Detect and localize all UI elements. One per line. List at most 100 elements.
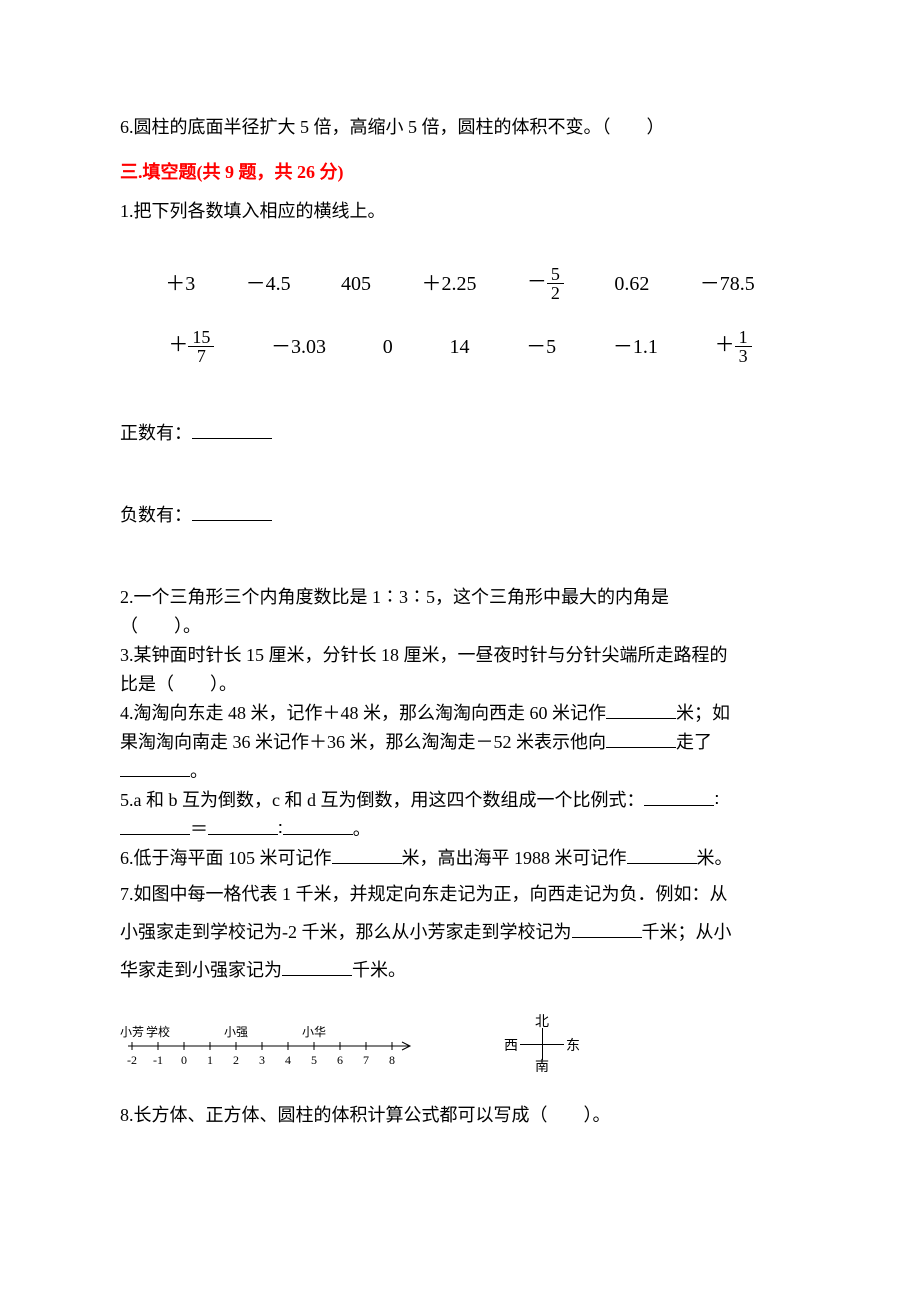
svg-text:0: 0 xyxy=(181,1053,187,1067)
blank-positive[interactable] xyxy=(192,420,272,439)
blank-q4-3[interactable] xyxy=(120,758,190,777)
svg-text:8: 8 xyxy=(389,1053,395,1067)
q6-text-b: 米，高出海平 1988 米可记作 xyxy=(402,848,627,868)
svg-text:4: 4 xyxy=(285,1053,291,1067)
svg-text:小强: 小强 xyxy=(224,1025,248,1039)
negative-numbers-line: 负数有： xyxy=(120,502,800,529)
num-r1-c2: －4.5 xyxy=(246,269,291,299)
num-r1-c5: －52 xyxy=(527,265,564,302)
compass-icon: 北 南 西 东 xyxy=(510,1016,574,1076)
num-r2-c6: －1.1 xyxy=(613,332,658,362)
svg-text:7: 7 xyxy=(363,1053,369,1067)
q5-text-b: ∶ xyxy=(714,790,719,810)
fill-q5-line2: ＝∶。 xyxy=(120,816,800,843)
compass-east: 东 xyxy=(566,1036,580,1057)
num-r1-c3: 405 xyxy=(341,269,371,299)
svg-text:小华: 小华 xyxy=(302,1025,326,1039)
question-ii-6: 6.圆柱的底面半径扩大 5 倍，高缩小 5 倍，圆柱的体积不变。（ ） xyxy=(120,114,800,141)
q5-text-e: 。 xyxy=(353,819,371,839)
fraction-15-7: 157 xyxy=(188,328,214,365)
compass-north: 北 xyxy=(535,1012,549,1033)
num-r2-c1-prefix: ＋ xyxy=(168,334,188,356)
blank-q5-4[interactable] xyxy=(283,816,353,835)
svg-text:-2: -2 xyxy=(127,1053,137,1067)
num-r2-c7-prefix: ＋ xyxy=(715,334,735,356)
q5-text-c: ＝ xyxy=(190,819,208,839)
negative-label: 负数有： xyxy=(120,505,192,525)
positive-numbers-line: 正数有： xyxy=(120,420,800,447)
fill-q2-q7-block: 2.一个三角形三个内角度数比是 1∶3∶5，这个三角形中最大的内角是 （ ）。 … xyxy=(120,584,800,988)
fill-q2-line1: 2.一个三角形三个内角度数比是 1∶3∶5，这个三角形中最大的内角是 xyxy=(120,584,800,611)
q6-text-c: 米。 xyxy=(697,848,733,868)
q6-text-a: 6.低于海平面 105 米可记作 xyxy=(120,848,332,868)
q7-text-c: 千米；从小 xyxy=(642,922,732,942)
q7-text-d: 华家走到小强家记为 xyxy=(120,960,282,980)
section-3-title-prefix: 三.填空题 xyxy=(120,162,197,182)
fill-q3-line2: 比是（ ）。 xyxy=(120,671,800,698)
num-r2-c3: 0 xyxy=(383,332,393,362)
positive-label: 正数有： xyxy=(120,423,192,443)
fill-q6-line: 6.低于海平面 105 米可记作 米，高出海平 1988 米可记作 米。 xyxy=(120,845,800,872)
svg-text:学校: 学校 xyxy=(146,1024,170,1039)
q7-text-b: 小强家走到学校记为-2 千米，那么从小芳家走到学校记为 xyxy=(120,922,572,942)
numbers-row-1: ＋3 －4.5 405 ＋2.25 －52 0.62 －78.5 xyxy=(120,265,800,302)
svg-text:2: 2 xyxy=(233,1053,239,1067)
blank-q4-2[interactable] xyxy=(606,729,676,748)
svg-text:小芳: 小芳 xyxy=(120,1025,144,1039)
num-r2-c2: －3.03 xyxy=(271,332,326,362)
q4-text-b: 米；如 xyxy=(676,703,730,723)
blank-q5-3[interactable] xyxy=(208,816,278,835)
q4-text-d: 走了 xyxy=(676,732,712,752)
svg-text:5: 5 xyxy=(311,1053,317,1067)
compass-south: 南 xyxy=(535,1057,549,1078)
num-r1-c1: ＋3 xyxy=(165,269,195,299)
fill-q1: 1.把下列各数填入相应的横线上。 xyxy=(120,198,800,225)
blank-q5-1[interactable] xyxy=(644,787,714,806)
num-r2-c4: 14 xyxy=(449,332,469,362)
frac-den: 2 xyxy=(547,284,564,302)
num-r2-c1: ＋157 xyxy=(168,328,214,365)
number-line-figure: -2 -1 0 1 2 3 4 5 6 7 8 小芳学校 小强 小华 北 南 西 东 xyxy=(120,1016,800,1076)
fill-q2-line2: （ ）。 xyxy=(120,613,800,640)
num-r1-c4: ＋2.25 xyxy=(421,269,476,299)
blank-q5-2[interactable] xyxy=(120,816,190,835)
q4-text-c: 果淘淘向南走 36 米记作＋36 米，那么淘淘走－52 米表示他向 xyxy=(120,732,606,752)
frac-num: 1 xyxy=(735,328,752,347)
q4-text-e: 。 xyxy=(190,761,208,781)
fill-q5-line1: 5.a 和 b 互为倒数，c 和 d 互为倒数，用这四个数组成一个比例式： ∶ xyxy=(120,787,800,814)
blank-q7-1[interactable] xyxy=(572,919,642,938)
q5-text-a: 5.a 和 b 互为倒数，c 和 d 互为倒数，用这四个数组成一个比例式： xyxy=(120,790,644,810)
blank-q6-2[interactable] xyxy=(627,845,697,864)
blank-q6-1[interactable] xyxy=(332,845,402,864)
num-r2-c5: －5 xyxy=(526,332,556,362)
frac-den: 7 xyxy=(188,347,214,365)
number-line-svg: -2 -1 0 1 2 3 4 5 6 7 8 小芳学校 小强 小华 xyxy=(120,1018,440,1074)
fill-q7-line1: 7.如图中每一格代表 1 千米，并规定向东走记为正，向西走记为负．例如：从 xyxy=(120,876,800,912)
fraction-5-2: 52 xyxy=(547,265,564,302)
blank-q4-1[interactable] xyxy=(606,700,676,719)
compass-west: 西 xyxy=(504,1036,518,1057)
fraction-1-3: 13 xyxy=(735,328,752,365)
numbers-row-2: ＋157 －3.03 0 14 －5 －1.1 ＋13 xyxy=(120,328,800,365)
num-r1-c6: 0.62 xyxy=(614,269,649,299)
fill-q4-line1: 4.淘淘向东走 48 米，记作＋48 米，那么淘淘向西走 60 米记作 米；如 xyxy=(120,700,800,727)
section-3-title-suffix: (共 9 题，共 26 分) xyxy=(197,162,344,182)
fill-q3-line1: 3.某钟面时针长 15 厘米，分针长 18 厘米，一昼夜时针与分针尖端所走路程的 xyxy=(120,642,800,669)
blank-q7-2[interactable] xyxy=(282,957,352,976)
num-r2-c7: ＋13 xyxy=(715,328,752,365)
fill-q8: 8.长方体、正方体、圆柱的体积计算公式都可以写成（ ）。 xyxy=(120,1102,800,1129)
svg-text:6: 6 xyxy=(337,1053,343,1067)
svg-text:-1: -1 xyxy=(153,1053,163,1067)
svg-text:1: 1 xyxy=(207,1053,213,1067)
frac-num: 5 xyxy=(547,265,564,284)
page-content: 6.圆柱的底面半径扩大 5 倍，高缩小 5 倍，圆柱的体积不变。（ ） 三.填空… xyxy=(0,0,920,1193)
section-3-header: 三.填空题(共 9 题，共 26 分) xyxy=(120,159,800,186)
num-r1-c7: －78.5 xyxy=(700,269,755,299)
compass-horizontal xyxy=(520,1044,564,1045)
fill-q4-line3: 。 xyxy=(120,758,800,785)
fill-q4-line2: 果淘淘向南走 36 米记作＋36 米，那么淘淘走－52 米表示他向 走了 xyxy=(120,729,800,756)
frac-den: 3 xyxy=(735,347,752,365)
blank-negative[interactable] xyxy=(192,502,272,521)
svg-text:3: 3 xyxy=(259,1053,265,1067)
q4-text-a: 4.淘淘向东走 48 米，记作＋48 米，那么淘淘向西走 60 米记作 xyxy=(120,703,606,723)
